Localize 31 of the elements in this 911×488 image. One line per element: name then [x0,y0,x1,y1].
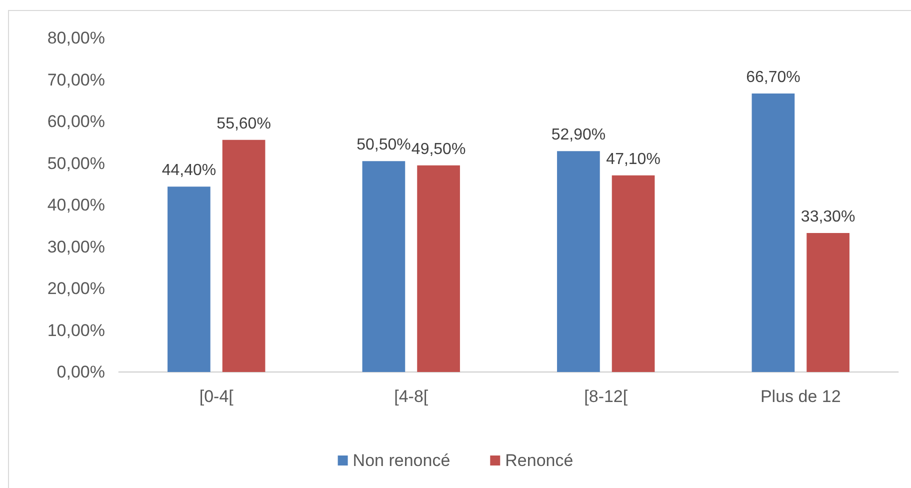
data-label: 50,50% [356,136,411,154]
bar [557,151,600,372]
y-tick-label: 40,00% [47,196,105,214]
x-tick-label: [8-12[ [584,387,628,406]
legend-label: Non renoncé [352,451,450,470]
x-tick-label: [0-4[ [199,387,234,406]
data-label: 49,50% [411,140,466,158]
y-tick-label: 20,00% [47,279,105,298]
bar [168,186,210,372]
data-label: 52,90% [551,126,606,144]
y-tick-label: 70,00% [47,70,105,90]
bar [612,175,655,372]
bar [752,94,795,372]
data-label: 47,10% [606,150,660,168]
data-label: 33,30% [800,208,856,226]
y-tick-label: 30,00% [47,237,105,256]
y-tick-label: 80,00% [47,28,105,48]
legend-label: Renoncé [505,451,574,470]
bar [222,140,266,372]
bar [806,232,850,372]
bar [417,165,460,372]
y-tick-label: 60,00% [47,112,105,131]
y-tick-label: 0,00% [56,362,105,382]
data-label: 66,70% [746,69,800,86]
data-label: 44,40% [162,162,216,180]
data-label: 55,60% [216,115,271,132]
x-tick-label: [4-8[ [394,387,428,406]
bar [362,161,406,372]
x-tick-label: Plus de 12 [760,387,841,406]
y-tick-label: 50,00% [47,154,105,173]
y-tick-label: 10,00% [47,320,105,340]
